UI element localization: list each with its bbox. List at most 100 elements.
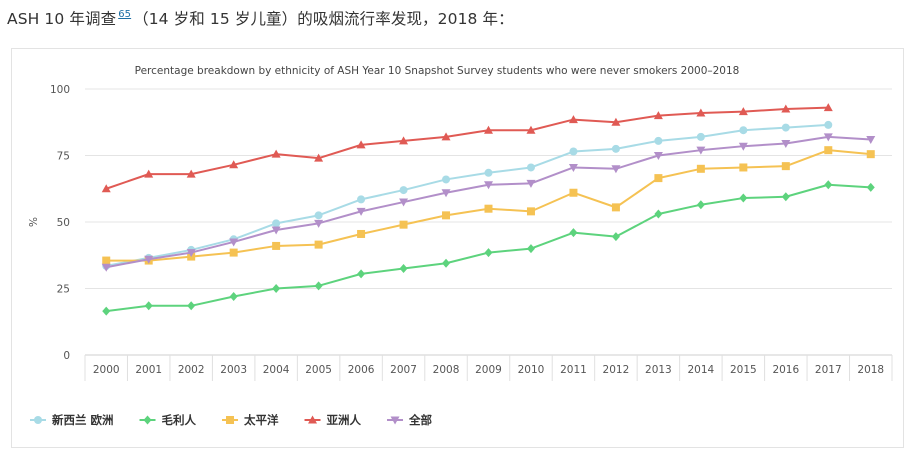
- x-tick-label: 2008: [433, 364, 460, 376]
- data-point: [399, 136, 409, 145]
- x-tick-label: 2009: [475, 364, 502, 376]
- data-point: [739, 163, 748, 172]
- data-point: [738, 142, 748, 151]
- x-tick-label: 2002: [178, 364, 205, 376]
- data-point: [272, 284, 281, 293]
- data-point: [356, 140, 366, 149]
- data-point: [314, 281, 323, 291]
- chart-container: [11, 48, 904, 448]
- legend-marker: [34, 416, 42, 424]
- data-point: [229, 291, 238, 301]
- data-point: [526, 179, 536, 188]
- data-point: [441, 189, 451, 198]
- legend-marker: [390, 416, 400, 425]
- data-point: [357, 195, 366, 204]
- data-point: [568, 115, 578, 124]
- data-point: [866, 150, 875, 159]
- data-point: [442, 258, 451, 268]
- data-point: [739, 193, 748, 203]
- y-tick-label: 0: [63, 350, 70, 362]
- data-point: [272, 241, 281, 250]
- data-point: [738, 107, 748, 116]
- data-point: [229, 238, 239, 247]
- data-point: [696, 146, 706, 155]
- data-point: [314, 219, 324, 228]
- y-tick-label: 25: [57, 284, 70, 296]
- data-point: [399, 220, 408, 229]
- heading-text: ASH 10 年调查: [7, 10, 117, 28]
- legend-label[interactable]: 毛利人: [162, 413, 197, 427]
- data-point: [781, 140, 791, 149]
- data-point: [441, 132, 451, 141]
- x-tick-label: 2004: [263, 364, 290, 376]
- data-point: [484, 181, 493, 190]
- legend-label[interactable]: 全部: [408, 413, 432, 427]
- data-point: [653, 111, 663, 120]
- data-point: [271, 226, 281, 235]
- legend-label[interactable]: 亚洲人: [327, 413, 362, 427]
- data-point: [824, 180, 833, 190]
- x-tick-label: 2010: [518, 364, 545, 376]
- data-point: [611, 165, 621, 174]
- x-tick-label: 2011: [560, 364, 587, 376]
- data-point: [526, 244, 535, 254]
- page-heading: ASH 10 年调查 65 （14 岁和 15 岁儿童）的吸烟流行率发现，2018 …: [7, 7, 514, 29]
- data-point: [781, 192, 790, 202]
- data-point: [442, 211, 451, 220]
- legend-marker: [308, 415, 318, 424]
- data-point: [399, 198, 409, 207]
- data-point: [569, 228, 578, 238]
- data-point: [484, 248, 493, 258]
- data-point: [568, 163, 578, 172]
- data-point: [399, 186, 408, 195]
- data-point: [399, 264, 408, 274]
- data-point: [569, 147, 578, 156]
- data-point: [654, 174, 663, 183]
- x-tick-label: 2013: [645, 364, 672, 376]
- data-point: [654, 136, 663, 145]
- data-point: [611, 203, 620, 212]
- data-point: [144, 255, 154, 264]
- x-tick-label: 2001: [135, 364, 162, 376]
- data-point: [356, 207, 366, 216]
- data-point: [186, 169, 196, 178]
- data-point: [611, 232, 620, 242]
- data-point: [696, 164, 705, 173]
- data-point: [229, 160, 239, 169]
- x-tick-label: 2018: [857, 364, 884, 376]
- data-point: [611, 144, 620, 153]
- x-tick-label: 2007: [390, 364, 417, 376]
- data-point: [484, 125, 493, 134]
- series-line-4: [106, 135, 871, 269]
- data-point: [781, 162, 790, 171]
- x-tick-label: 2006: [348, 364, 375, 376]
- data-point: [823, 133, 833, 142]
- x-tick-label: 2016: [772, 364, 799, 376]
- data-point: [824, 120, 833, 129]
- data-point: [739, 126, 748, 135]
- x-tick-label: 2000: [93, 364, 120, 376]
- data-point: [611, 117, 621, 126]
- data-point: [314, 153, 324, 162]
- y-tick-label: 100: [50, 84, 70, 96]
- legend-label[interactable]: 新西兰 欧洲: [52, 413, 114, 427]
- data-point: [653, 152, 663, 160]
- data-point: [101, 263, 111, 272]
- data-point: [357, 269, 366, 279]
- x-tick-label: 2003: [220, 364, 247, 376]
- data-point: [823, 103, 833, 112]
- legend-label[interactable]: 太平洋: [243, 413, 279, 427]
- data-point: [484, 204, 493, 213]
- data-point: [357, 229, 366, 238]
- data-point: [144, 301, 153, 311]
- data-point: [102, 256, 111, 265]
- x-tick-label: 2012: [603, 364, 630, 376]
- data-point: [102, 306, 111, 316]
- chart-title: Percentage breakdown by ethnicity of ASH…: [135, 65, 740, 77]
- data-point: [781, 104, 791, 113]
- data-point: [271, 149, 281, 158]
- data-point: [781, 123, 790, 132]
- data-point: [696, 108, 706, 117]
- reference-link[interactable]: 65: [118, 9, 132, 20]
